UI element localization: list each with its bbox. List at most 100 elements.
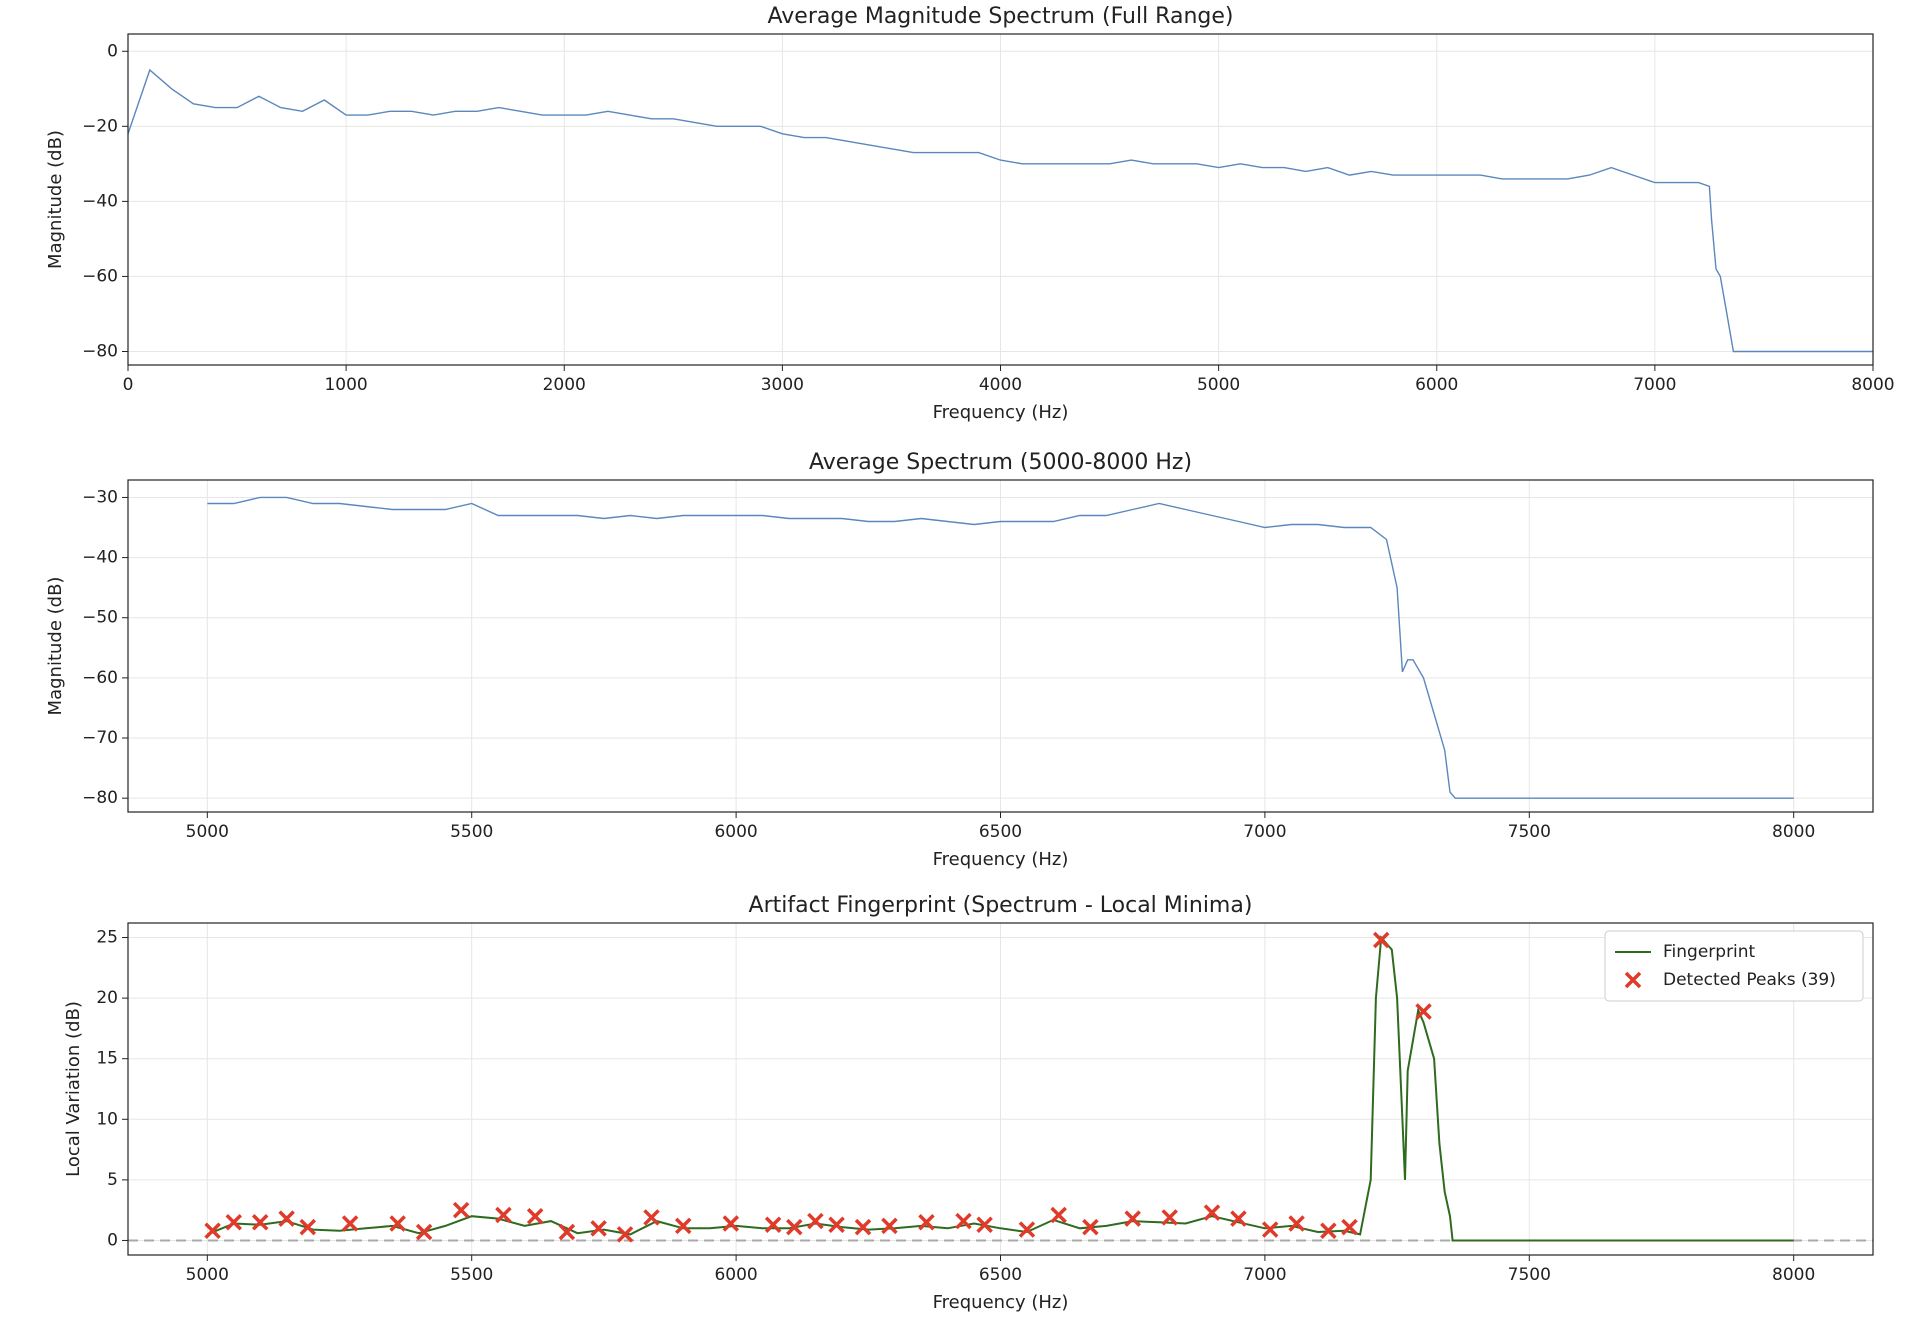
series-line bbox=[207, 496, 1794, 799]
peak-marker bbox=[616, 1226, 634, 1243]
peak-marker bbox=[643, 1209, 660, 1226]
peak-marker bbox=[299, 1218, 317, 1236]
y-tick-label: 20 bbox=[96, 988, 118, 1008]
peak-marker bbox=[1288, 1215, 1305, 1232]
peak-marker bbox=[1018, 1221, 1036, 1238]
peak-marker bbox=[764, 1216, 782, 1233]
x-tick-label: 6500 bbox=[979, 822, 1022, 842]
x-tick-label: 8000 bbox=[1851, 375, 1894, 395]
x-tick-label: 6000 bbox=[714, 822, 757, 842]
y-tick-label: 0 bbox=[107, 41, 118, 61]
x-tick-label: 6000 bbox=[714, 1265, 757, 1285]
chart-title: Average Spectrum (5000-8000 Hz) bbox=[809, 450, 1192, 475]
peak-marker bbox=[828, 1216, 845, 1233]
plot-frame bbox=[127, 922, 1874, 1256]
x-tick-label: 7000 bbox=[1243, 822, 1286, 842]
x-tick-label: 7000 bbox=[1633, 375, 1676, 395]
x-tick-label: 5500 bbox=[450, 822, 493, 842]
peak-marker bbox=[590, 1220, 607, 1237]
x-tick-label: 1000 bbox=[324, 375, 367, 395]
x-tick-label: 2000 bbox=[543, 375, 586, 395]
peak-marker bbox=[1161, 1209, 1178, 1226]
peak-marker bbox=[495, 1206, 512, 1224]
y-tick-label: −60 bbox=[82, 668, 118, 688]
peak-marker bbox=[1415, 1003, 1432, 1020]
peak-marker bbox=[955, 1212, 972, 1230]
x-tick-label: 8000 bbox=[1772, 822, 1815, 842]
y-tick-label: 10 bbox=[96, 1109, 118, 1129]
peak-marker bbox=[1082, 1218, 1099, 1236]
peak-marker bbox=[881, 1217, 898, 1235]
peak-marker bbox=[1341, 1218, 1358, 1236]
y-axis-label: Magnitude (dB) bbox=[45, 130, 66, 269]
x-tick-label: 7500 bbox=[1508, 822, 1551, 842]
peak-marker bbox=[1230, 1210, 1247, 1227]
peak-marker bbox=[341, 1215, 359, 1232]
peak-marker bbox=[225, 1214, 242, 1231]
y-tick-label: −20 bbox=[82, 116, 118, 136]
chart-title: Artifact Fingerprint (Spectrum - Local M… bbox=[749, 893, 1253, 918]
y-tick-label: 15 bbox=[96, 1049, 118, 1069]
legend: Fingerprint Detected Peaks (39) bbox=[1604, 930, 1864, 1002]
x-tick-label: 0 bbox=[123, 375, 134, 395]
x-tick-label: 6000 bbox=[1415, 375, 1458, 395]
x-tick-label: 3000 bbox=[761, 375, 804, 395]
plot-frame bbox=[127, 33, 1874, 366]
peak-marker bbox=[251, 1214, 269, 1231]
x-tick-label: 5000 bbox=[186, 822, 229, 842]
x-tick-label: 6500 bbox=[979, 1265, 1022, 1285]
subplot: 5000 5500 6000 6500 7000 7500 8000 −30 −40 −50 −60… bbox=[45, 450, 1874, 870]
peak-marker bbox=[1261, 1221, 1279, 1238]
x-axis-label: Frequency (Hz) bbox=[933, 1292, 1069, 1313]
peak-marker bbox=[389, 1215, 406, 1232]
y-axis-label: Magnitude (dB) bbox=[45, 577, 66, 716]
peak-marker bbox=[807, 1212, 824, 1230]
legend-label: Detected Peaks (39) bbox=[1663, 970, 1836, 990]
peak-marker bbox=[722, 1215, 740, 1232]
peak-marker bbox=[558, 1223, 576, 1241]
y-tick-label: −50 bbox=[82, 608, 118, 628]
x-tick-label: 8000 bbox=[1772, 1265, 1815, 1285]
legend-label: Fingerprint bbox=[1663, 942, 1756, 962]
y-tick-label: −60 bbox=[82, 266, 118, 286]
y-tick-label: 0 bbox=[107, 1230, 118, 1250]
plot-frame bbox=[127, 479, 1874, 813]
y-tick-label: 5 bbox=[107, 1170, 118, 1190]
peak-marker bbox=[415, 1223, 433, 1241]
peak-marker bbox=[204, 1222, 221, 1240]
peak-marker bbox=[674, 1217, 692, 1235]
peak-marker bbox=[452, 1201, 470, 1219]
x-tick-label: 7000 bbox=[1243, 1265, 1286, 1285]
y-tick-label: −70 bbox=[82, 728, 118, 748]
series-line bbox=[127, 68, 1873, 353]
y-tick-label: −40 bbox=[82, 191, 118, 211]
legend-swatch bbox=[1624, 971, 1642, 989]
peak-marker bbox=[1320, 1222, 1337, 1240]
peak-marker bbox=[854, 1218, 872, 1236]
x-tick-label: 5000 bbox=[1197, 375, 1240, 395]
y-tick-label: −30 bbox=[82, 487, 118, 507]
peak-marker bbox=[1372, 931, 1390, 949]
y-tick-label: −80 bbox=[82, 788, 118, 808]
y-tick-label: −40 bbox=[82, 548, 118, 568]
x-tick-label: 7500 bbox=[1508, 1265, 1551, 1285]
subplot: 5000 5500 6000 6500 7000 7500 8000 0 5 10 15 20 25 Ar… bbox=[63, 893, 1874, 1313]
y-tick-label: 25 bbox=[96, 928, 118, 948]
peak-marker bbox=[1124, 1210, 1141, 1227]
peak-marker bbox=[786, 1218, 803, 1236]
x-axis-label: Frequency (Hz) bbox=[933, 402, 1069, 423]
x-axis-label: Frequency (Hz) bbox=[933, 849, 1069, 870]
peak-marker bbox=[526, 1207, 544, 1225]
peak-marker bbox=[918, 1214, 935, 1231]
legend-box bbox=[1604, 930, 1864, 1002]
y-tick-label: −80 bbox=[82, 341, 118, 361]
peak-marker bbox=[278, 1210, 295, 1227]
peak-marker bbox=[1203, 1204, 1221, 1221]
peak-marker bbox=[1050, 1206, 1067, 1224]
chart-title: Average Magnitude Spectrum (Full Range) bbox=[768, 4, 1234, 29]
x-tick-label: 5500 bbox=[450, 1265, 493, 1285]
peak-marker bbox=[976, 1216, 993, 1233]
y-axis-label: Local Variation (dB) bbox=[63, 1001, 84, 1177]
x-tick-label: 4000 bbox=[979, 375, 1022, 395]
